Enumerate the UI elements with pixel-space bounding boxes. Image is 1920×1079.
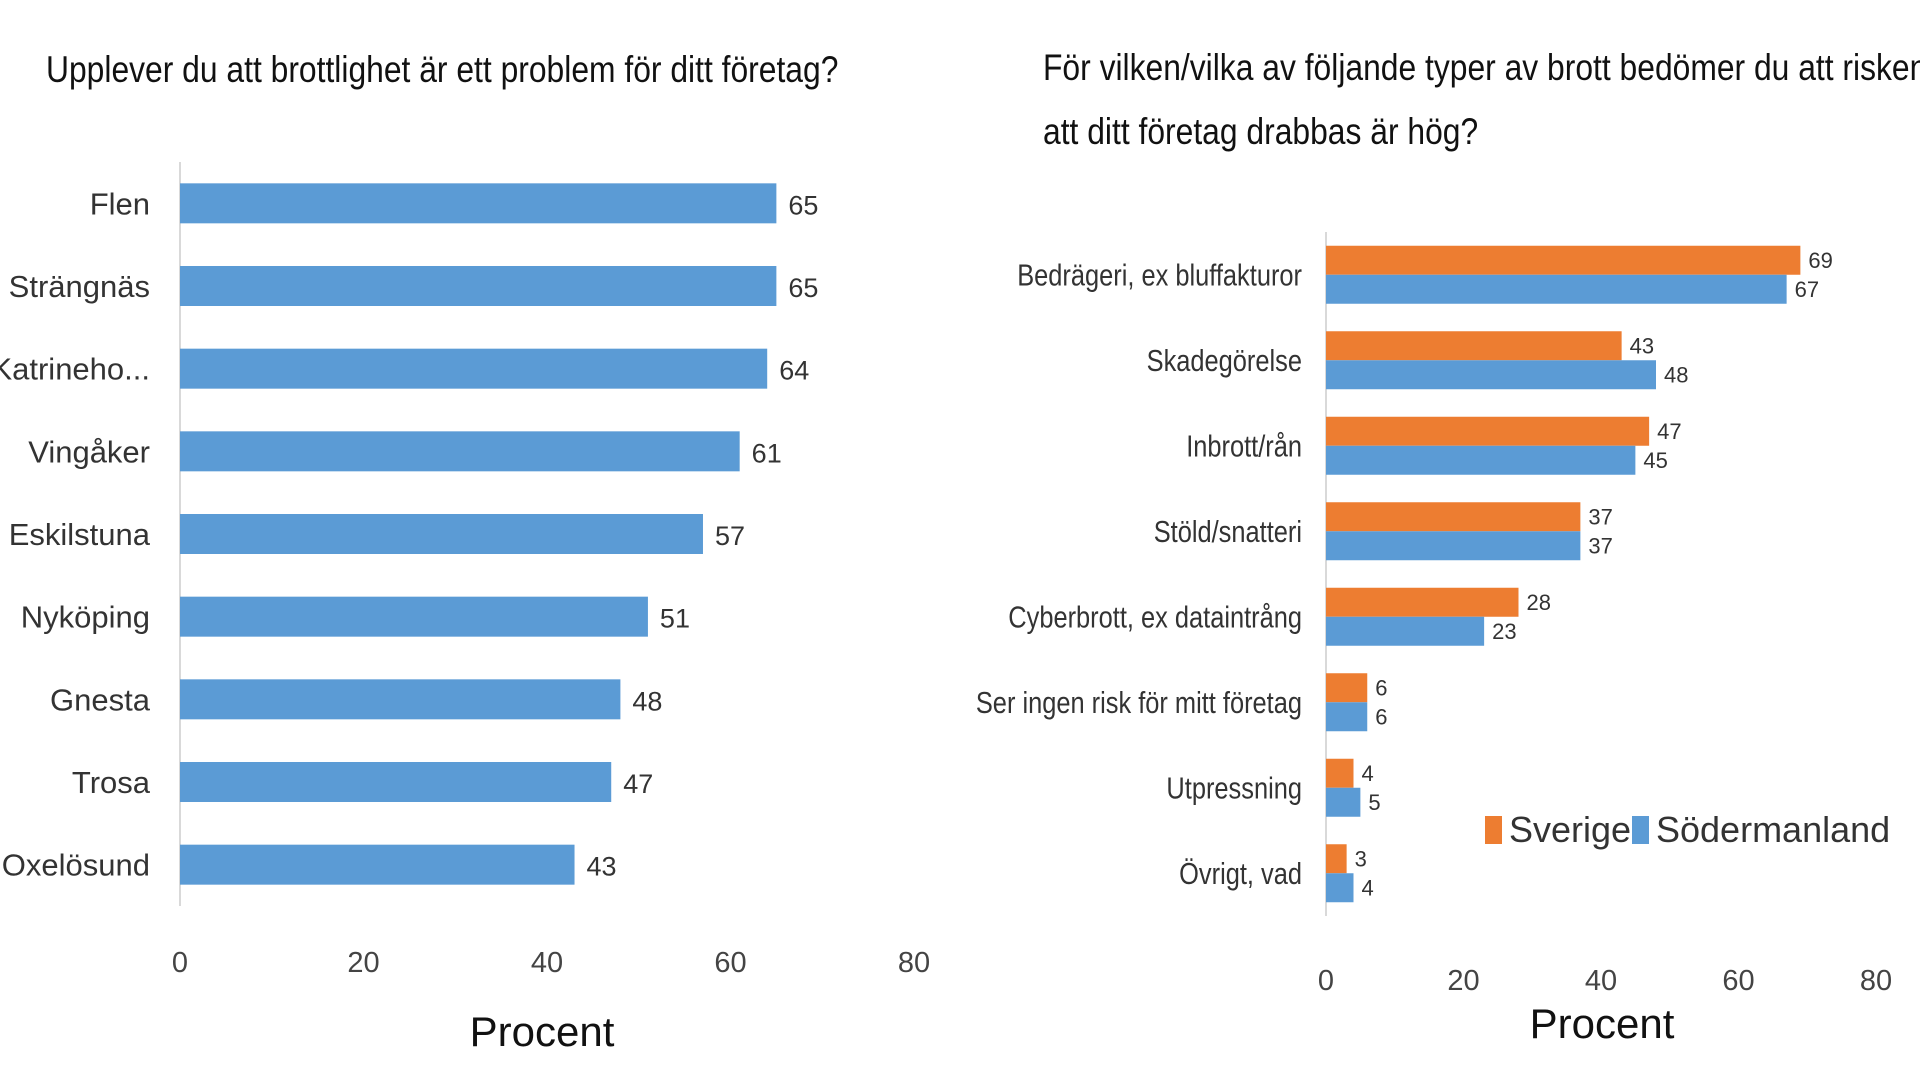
value-label-sverige-bedr-geri-ex-bluffakturor: 69	[1808, 248, 1832, 273]
legend-label-sverige: Sverige	[1509, 809, 1631, 850]
value-label-katrineho: 64	[779, 356, 809, 386]
category-label-ser-ingen-risk-f-r-mitt-f-retag: Ser ingen risk för mitt företag	[976, 686, 1302, 721]
category-label-ving-ker: Vingåker	[28, 434, 150, 469]
right-x-tick-20: 20	[1447, 965, 1479, 997]
bar-eskilstuna	[180, 514, 703, 554]
legend-label-s-dermanland: Södermanland	[1656, 809, 1890, 850]
value-label-s-dermanland-inbrott-r-n: 45	[1643, 448, 1667, 473]
right-chart-title-line-1: För vilken/vilka av följande typer av br…	[1043, 47, 1920, 88]
category-label-utpressning: Utpressning	[1166, 771, 1302, 806]
value-label-oxel-sund: 43	[587, 852, 617, 882]
value-label-sverige-utpressning: 4	[1362, 761, 1374, 786]
category-label-cyberbrott-ex-dataintr-ng: Cyberbrott, ex dataintrång	[1008, 600, 1302, 635]
bar-s-dermanland-utpressning	[1326, 787, 1361, 817]
x-tick-20: 20	[347, 947, 379, 979]
category-label-flen: Flen	[90, 186, 150, 221]
value-label-s-dermanland-cyberbrott-ex-dataintr-ng: 23	[1492, 619, 1516, 644]
value-label-sverige-cyberbrott-ex-dataintr-ng: 28	[1527, 590, 1551, 615]
category-label-oxel-sund: Oxelösund	[2, 848, 150, 883]
value-label-gnesta: 48	[632, 686, 662, 716]
value-label-s-dermanland-ser-ingen-risk-f-r-mitt-f-retag: 6	[1375, 704, 1387, 729]
right-x-tick-80: 80	[1860, 965, 1892, 997]
bar-s-dermanland-skadeg-relse	[1326, 360, 1656, 390]
category-label-katrineho: Katrineho...	[0, 352, 150, 387]
right-chart-title-line-2: att ditt företag drabbas är hög?	[1043, 111, 1479, 152]
category-label-inbrott-r-n: Inbrott/rån	[1186, 429, 1302, 464]
bar-s-dermanland-cyberbrott-ex-dataintr-ng	[1326, 616, 1485, 646]
value-label-eskilstuna: 57	[715, 521, 745, 551]
value-label-str-ngn-s: 65	[788, 273, 818, 303]
value-label-trosa: 47	[623, 769, 653, 799]
right-x-tick-40: 40	[1585, 965, 1617, 997]
value-label-flen: 65	[788, 190, 818, 220]
category-label-st-ld-snatteri: Stöld/snatteri	[1154, 515, 1302, 550]
bar-katrineho	[180, 348, 768, 389]
right-x-tick-0: 0	[1318, 965, 1334, 997]
value-label-sverige-st-ld-snatteri: 37	[1588, 504, 1612, 529]
left-bar-chart: Flen 65 Strängnäs 65 Katrineho... 64 Vingåker 6…	[0, 162, 930, 1055]
category-label-nyk-ping: Nyköping	[21, 600, 150, 635]
right-x-axis-label: Procent	[1530, 1000, 1675, 1047]
bar-s-dermanland-ser-ingen-risk-f-r-mitt-f-retag	[1326, 702, 1368, 732]
left-x-axis-label: Procent	[470, 1008, 615, 1055]
category-label-trosa: Trosa	[72, 765, 151, 800]
bar-sverige-cyberbrott-ex-dataintr-ng	[1326, 587, 1519, 617]
value-label-s-dermanland-bedr-geri-ex-bluffakturor: 67	[1795, 277, 1819, 302]
bar-ving-ker	[180, 431, 740, 472]
category-label-str-ngn-s: Strängnäs	[9, 269, 150, 304]
value-label-sverige-vrigt-vad: 3	[1355, 846, 1367, 871]
right-x-tick-60: 60	[1722, 965, 1754, 997]
bar-nyk-ping	[180, 596, 648, 637]
left-chart-title: Upplever du att brottlighet är ett probl…	[46, 49, 839, 90]
value-label-s-dermanland-vrigt-vad: 4	[1362, 875, 1374, 900]
right-grouped-bar-chart: Bedrägeri, ex bluffakturor 69 67 Skadegörel…	[976, 232, 1892, 1047]
legend-swatch-s-dermanland	[1632, 816, 1649, 844]
legend-swatch-sverige	[1485, 816, 1502, 844]
x-tick-60: 60	[714, 947, 746, 979]
value-label-ving-ker: 61	[752, 438, 782, 468]
bar-sverige-utpressning	[1326, 758, 1354, 788]
right-chart-title: För vilken/vilka av följande typer av br…	[1043, 36, 1920, 164]
bar-gnesta	[180, 679, 621, 720]
category-label-skadeg-relse: Skadegörelse	[1147, 344, 1302, 379]
x-tick-40: 40	[531, 947, 563, 979]
x-tick-80: 80	[898, 947, 930, 979]
value-label-s-dermanland-st-ld-snatteri: 37	[1588, 533, 1612, 558]
bar-oxel-sund	[180, 844, 575, 885]
value-label-nyk-ping: 51	[660, 604, 690, 634]
bar-sverige-vrigt-vad	[1326, 844, 1347, 874]
category-label-gnesta: Gnesta	[50, 682, 151, 717]
bar-s-dermanland-st-ld-snatteri	[1326, 531, 1581, 561]
value-label-sverige-ser-ingen-risk-f-r-mitt-f-retag: 6	[1375, 675, 1387, 700]
bar-sverige-inbrott-r-n	[1326, 416, 1650, 446]
value-label-sverige-skadeg-relse: 43	[1630, 333, 1654, 358]
x-tick-0: 0	[172, 947, 188, 979]
category-label-bedr-geri-ex-bluffakturor: Bedrägeri, ex bluffakturor	[1017, 258, 1302, 293]
bar-sverige-bedr-geri-ex-bluffakturor	[1326, 245, 1801, 275]
value-label-s-dermanland-skadeg-relse: 48	[1664, 362, 1688, 387]
category-label-eskilstuna: Eskilstuna	[9, 517, 151, 552]
bar-s-dermanland-inbrott-r-n	[1326, 445, 1636, 475]
bar-sverige-skadeg-relse	[1326, 331, 1622, 361]
bar-s-dermanland-bedr-geri-ex-bluffakturor	[1326, 274, 1787, 304]
category-label-vrigt-vad: Övrigt, vad	[1179, 857, 1302, 892]
value-label-s-dermanland-utpressning: 5	[1368, 790, 1380, 815]
bar-sverige-st-ld-snatteri	[1326, 502, 1581, 532]
bar-flen	[180, 183, 777, 224]
value-label-sverige-inbrott-r-n: 47	[1657, 419, 1681, 444]
bar-str-ngn-s	[180, 266, 777, 306]
bar-trosa	[180, 762, 612, 802]
bar-sverige-ser-ingen-risk-f-r-mitt-f-retag	[1326, 673, 1368, 703]
bar-s-dermanland-vrigt-vad	[1326, 873, 1354, 903]
